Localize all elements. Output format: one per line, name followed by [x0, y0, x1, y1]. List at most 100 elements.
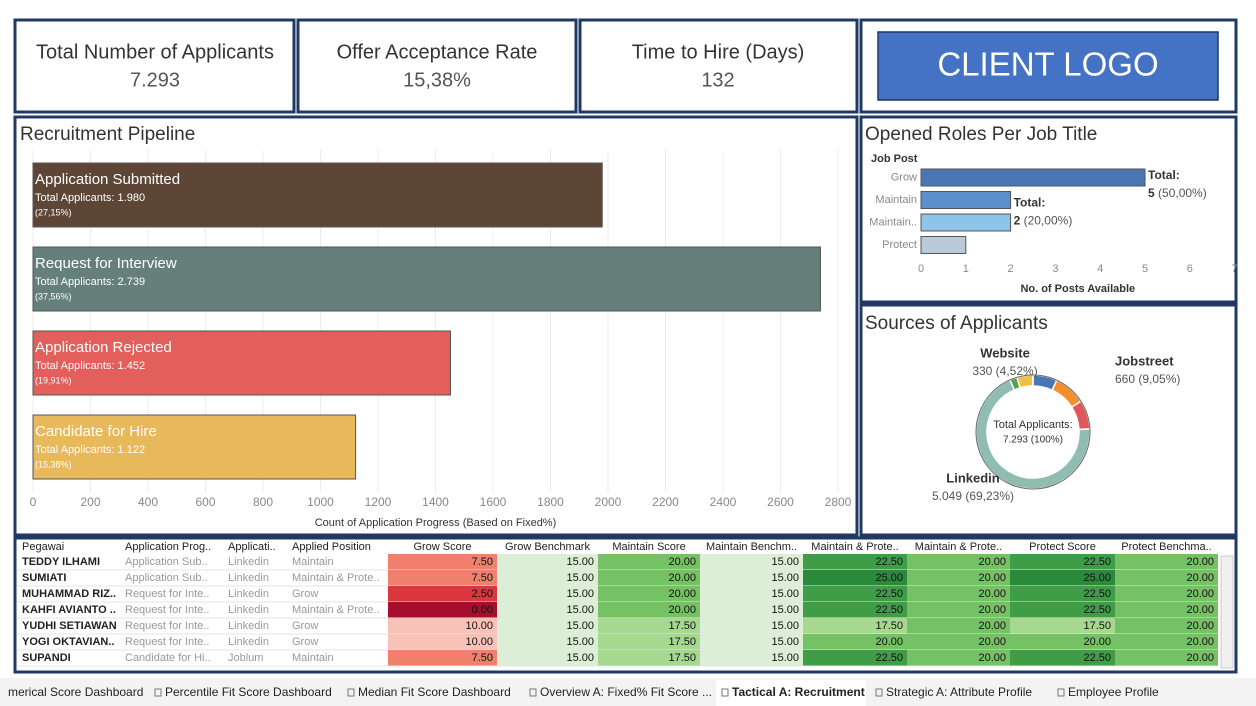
table-cell-text: Candidate for Hi.. [125, 652, 211, 664]
x-tick-label: 7 [1232, 263, 1238, 275]
table-cell-text: 20.00 [978, 652, 1006, 664]
tab[interactable]: Tactical A: Recruitment [732, 685, 865, 699]
table-cell-text: Maintain & Prote.. [292, 572, 379, 584]
tab-icon [529, 688, 537, 697]
x-tick-label: 600 [195, 495, 215, 509]
table-cell-text: Application Sub.. [125, 572, 208, 584]
share-label: (27,15%) [35, 207, 72, 217]
bar [32, 330, 451, 396]
table-cell-text: Request for Inte.. [125, 588, 209, 600]
column-header: Applicati.. [228, 541, 276, 553]
table-cell-text: 22.50 [1083, 652, 1111, 664]
table-cell-text: Request for Inte.. [125, 620, 209, 632]
sources-frame [859, 303, 1238, 537]
table-cell [700, 554, 803, 570]
table-cell [907, 650, 1010, 666]
tab-icon [1057, 688, 1065, 697]
x-axis-title: No. of Posts Available [1020, 283, 1135, 295]
table-cell [388, 554, 497, 570]
table-cell-text: 22.50 [875, 588, 903, 600]
column-header: Maintain & Prote.. [915, 541, 1002, 553]
table-cell [598, 586, 700, 602]
table-cell [1010, 634, 1115, 650]
x-tick-label: 3 [1052, 263, 1058, 275]
table-cell-text: 22.50 [1083, 604, 1111, 616]
x-tick-label: 1400 [422, 495, 449, 509]
data-label: 330 (4,52%) [972, 364, 1037, 378]
table-cell-text: 20.00 [668, 604, 696, 616]
logo-box [877, 31, 1219, 101]
x-tick-label: 0 [30, 495, 37, 509]
slice-label: Website [980, 345, 1030, 360]
table-cell-text: 20.00 [978, 556, 1006, 568]
table-cell-text: 10.00 [465, 636, 493, 648]
tab[interactable]: merical Score Dashboard [8, 685, 143, 699]
bar [32, 162, 603, 228]
data-label: Total Applicants: 2.739 [35, 276, 145, 288]
table-cell [803, 570, 907, 586]
table-cell [700, 602, 803, 618]
x-tick-label: 0 [918, 263, 924, 275]
annotation-title: Total: [1148, 168, 1180, 182]
data-label: Total Applicants: 1.452 [35, 360, 145, 372]
x-tick-label: 6 [1187, 263, 1193, 275]
x-tick-label: 200 [80, 495, 100, 509]
x-tick-label: 1600 [480, 495, 507, 509]
column-header: Protect Score [1029, 541, 1096, 553]
table-cell-text: YUDHI SETIAWAN [22, 620, 117, 632]
table-cell [388, 634, 497, 650]
table-cell [598, 554, 700, 570]
table-cell-text: 20.00 [1186, 620, 1214, 632]
column-header: Pegawai [22, 541, 64, 553]
x-tick-label: 5 [1142, 263, 1148, 275]
x-tick-label: 1 [963, 263, 969, 275]
table-cell-text: 15.00 [771, 652, 799, 664]
table-cell [1010, 554, 1115, 570]
y-tick-label: Protect [882, 239, 917, 251]
tab[interactable]: Strategic A: Attribute Profile [886, 685, 1032, 699]
column-header: Maintain Score [612, 541, 685, 553]
table-cell [497, 570, 598, 586]
y-tick-label: Maintain [875, 194, 917, 206]
table-cell [803, 650, 907, 666]
x-tick-label: 2400 [710, 495, 737, 509]
table-cell-text: 20.00 [668, 556, 696, 568]
table-cell-text: 15.00 [566, 604, 594, 616]
table-cell-text: 15.00 [771, 620, 799, 632]
tab[interactable]: Employee Profile [1068, 685, 1159, 699]
tab[interactable]: Median Fit Score Dashboard [358, 685, 511, 699]
table-cell-text: 20.00 [978, 620, 1006, 632]
x-tick-label: 4 [1097, 263, 1103, 275]
table-cell-text: 17.50 [1083, 620, 1111, 632]
table-cell [497, 602, 598, 618]
donut-outline [975, 374, 1091, 490]
table-cell-text: 15.00 [566, 588, 594, 600]
center-title: Total Applicants: [993, 419, 1073, 431]
tab[interactable]: Percentile Fit Score Dashboard [165, 685, 332, 699]
table-cell-text: Maintain & Prote.. [292, 604, 379, 616]
kpi-frame [578, 18, 859, 114]
table-cell [700, 650, 803, 666]
data-label: Total Applicants: 1.122 [35, 444, 145, 456]
table-cell [497, 634, 598, 650]
table-cell-text: 20.00 [978, 604, 1006, 616]
table-cell [907, 554, 1010, 570]
column-header: Applied Position [292, 541, 371, 553]
bar [920, 213, 1012, 232]
table-cell [803, 554, 907, 570]
share-label: (19,91%) [35, 375, 72, 385]
table-cell [1115, 586, 1218, 602]
tab[interactable]: Overview A: Fixed% Fit Score ... [540, 685, 712, 699]
table-cell [1010, 586, 1115, 602]
table-cell [388, 618, 497, 634]
table-cell [700, 618, 803, 634]
table-cell [388, 586, 497, 602]
annotation: 2 (20,00%) [1014, 214, 1073, 228]
table-cell-text: 20.00 [875, 636, 903, 648]
annotation-share: (50,00%) [1158, 186, 1207, 200]
table-cell-text: 20.00 [1186, 604, 1214, 616]
table-cell-text: Linkedin [228, 572, 269, 584]
x-tick-label: 2800 [825, 495, 852, 509]
table-cell-text: 15.00 [566, 620, 594, 632]
